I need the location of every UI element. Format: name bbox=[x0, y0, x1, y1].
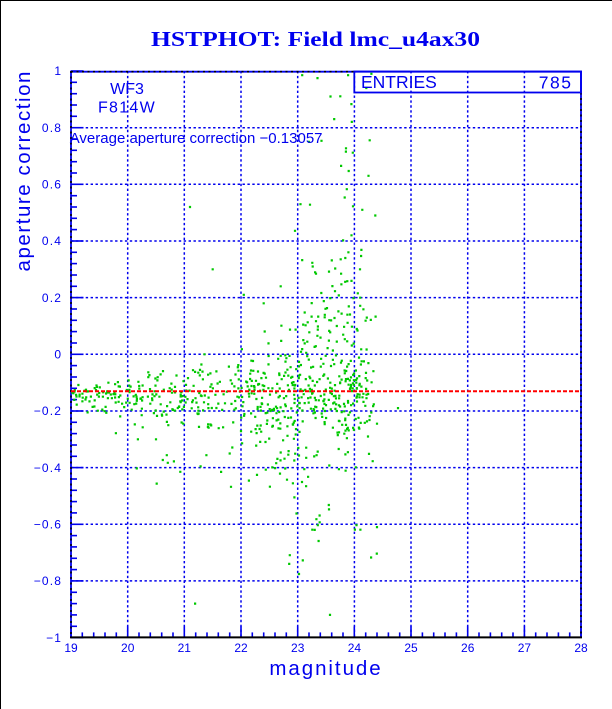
svg-text:−0.6: −0.6 bbox=[34, 518, 63, 532]
svg-text:26: 26 bbox=[461, 641, 475, 655]
svg-text:25: 25 bbox=[404, 641, 418, 655]
svg-text:magnitude: magnitude bbox=[269, 657, 382, 680]
svg-text:−0.4: −0.4 bbox=[34, 461, 63, 475]
svg-text:0.6: 0.6 bbox=[42, 178, 62, 192]
svg-text:0.2: 0.2 bbox=[42, 291, 62, 305]
svg-text:21: 21 bbox=[178, 641, 192, 655]
svg-text:20: 20 bbox=[121, 641, 135, 655]
svg-text:ENTRIES: ENTRIES bbox=[361, 72, 437, 92]
svg-text:HSTPHOT: Field lmc_u4ax30: HSTPHOT: Field lmc_u4ax30 bbox=[151, 27, 480, 51]
svg-text:0.4: 0.4 bbox=[42, 234, 62, 248]
svg-text:19: 19 bbox=[64, 641, 78, 655]
svg-text:−0.2: −0.2 bbox=[34, 404, 63, 418]
svg-text:−1: −1 bbox=[46, 631, 62, 645]
svg-text:1: 1 bbox=[54, 64, 62, 78]
svg-text:24: 24 bbox=[348, 641, 362, 655]
svg-text:aperture correction: aperture correction bbox=[12, 70, 35, 272]
svg-text:28: 28 bbox=[574, 641, 588, 655]
svg-text:22: 22 bbox=[234, 641, 248, 655]
svg-text:0.8: 0.8 bbox=[42, 121, 62, 135]
svg-text:0: 0 bbox=[54, 348, 62, 362]
svg-text:785: 785 bbox=[539, 73, 573, 93]
svg-text:Average aperture correction −0: Average aperture correction −0.13057 bbox=[70, 130, 323, 147]
svg-text:−0.8: −0.8 bbox=[34, 574, 63, 588]
svg-text:F814W: F814W bbox=[98, 100, 156, 117]
svg-text:27: 27 bbox=[518, 641, 532, 655]
svg-text:WF3: WF3 bbox=[110, 81, 144, 98]
svg-text:23: 23 bbox=[291, 641, 305, 655]
